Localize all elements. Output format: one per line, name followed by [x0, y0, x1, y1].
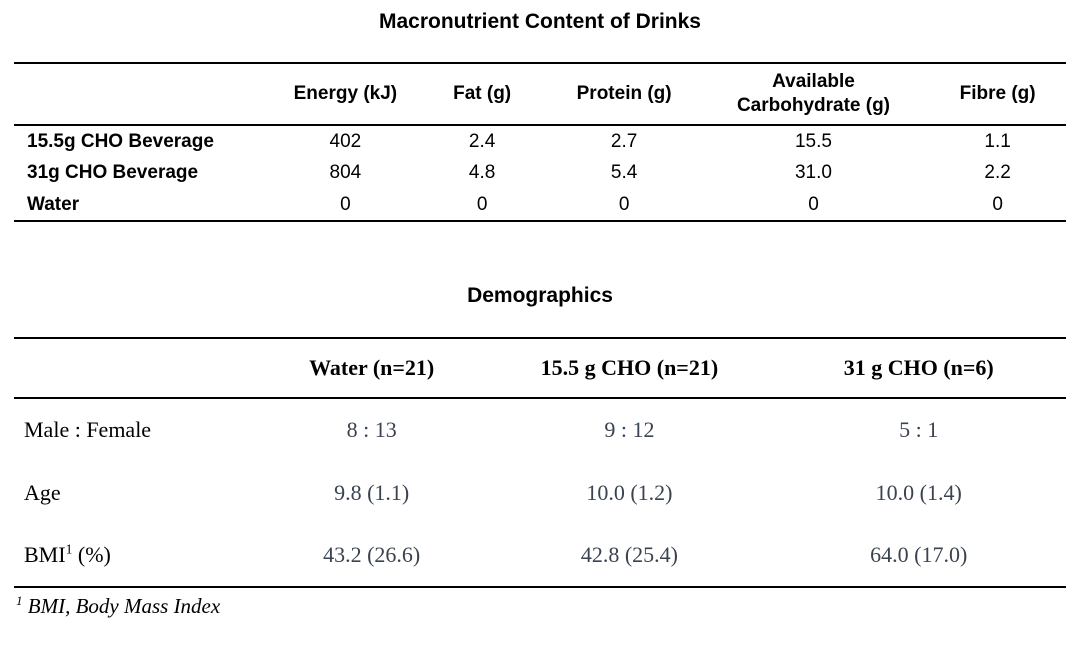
column-header-fibre: Fibre (g) [959, 82, 1036, 104]
row-label: Water [27, 193, 80, 215]
cell-value: 1.1 [984, 130, 1011, 152]
empty-header-cell [14, 63, 277, 125]
table-row: Age 9.8 (1.1) 10.0 (1.2) 10.0 (1.4) [14, 461, 1066, 524]
row-label: Age [24, 479, 61, 505]
table-row: 15.5g CHO Beverage 402 2.4 2.7 15.5 1.1 [14, 125, 1066, 157]
cell-value: 0 [618, 193, 630, 215]
cell-value: 15.5 [794, 130, 832, 152]
column-header-carbohydrate-label: Available Carbohydrate (g) [736, 70, 891, 116]
cell-value: 8 : 13 [346, 417, 397, 442]
cell-value: 0 [808, 193, 819, 215]
cell-value: 0 [340, 193, 351, 215]
cell-value: 9 : 12 [604, 417, 655, 442]
table-row: BMI1 (%) 43.2 (26.6) 42.8 (25.4) 64.0 (1… [14, 524, 1066, 587]
cell-value: 5 : 1 [899, 417, 939, 442]
row-label-bmi: BMI1 (%) [14, 524, 256, 587]
cell-value: 2.4 [468, 130, 496, 152]
row-label: 31g CHO Beverage [27, 162, 199, 183]
column-header-energy: Energy (kJ) [293, 82, 398, 104]
cell-value: 0 [992, 193, 1003, 215]
footnote-marker: 1 [16, 593, 23, 608]
macro-header-row: Energy (kJ) Fat (g) Protein (g) Availabl… [14, 63, 1066, 125]
footnote-text: BMI, Body Mass Index [22, 594, 221, 618]
cell-value: 804 [329, 162, 362, 183]
bmi-label-suffix: (%) [72, 542, 111, 567]
cell-value: 2.7 [610, 130, 638, 152]
demographics-table-title: Demographics [467, 284, 613, 307]
cell-value: 5.4 [610, 162, 638, 183]
column-header-cho-15: 15.5 g CHO (n=21) [540, 355, 719, 380]
column-header-carbohydrate: Available Carbohydrate (g) [698, 63, 929, 125]
cell-value: 43.2 (26.6) [323, 542, 421, 567]
bmi-footnote-marker: 1 [65, 541, 73, 557]
cell-value: 31.0 [794, 162, 832, 183]
column-header-cho-31: 31 g CHO (n=6) [843, 355, 994, 380]
bmi-label: BMI [24, 542, 66, 567]
cell-value: 2.2 [984, 162, 1011, 183]
cell-value: 10.0 (1.4) [875, 479, 962, 505]
table-row: Water 0 0 0 0 0 [14, 189, 1066, 221]
cell-value: 402 [329, 130, 362, 152]
table-row: 31g CHO Beverage 804 4.8 5.4 31.0 2.2 [14, 157, 1066, 189]
footnote: 1 BMI, Body Mass Index [14, 594, 1066, 619]
cell-value: 9.8 (1.1) [334, 479, 410, 505]
macronutrient-table: Energy (kJ) Fat (g) Protein (g) Availabl… [14, 62, 1066, 222]
demographics-table: Water (n=21) 15.5 g CHO (n=21) 31 g CHO … [14, 337, 1066, 588]
table-row: Male : Female 8 : 13 9 : 12 5 : 1 [14, 398, 1066, 461]
row-label: 15.5g CHO Beverage [27, 130, 214, 152]
column-header-water: Water (n=21) [309, 355, 435, 380]
column-header-protein: Protein (g) [576, 82, 672, 104]
demo-header-row: Water (n=21) 15.5 g CHO (n=21) 31 g CHO … [14, 338, 1066, 398]
cell-value: 64.0 (17.0) [870, 542, 968, 567]
macronutrient-table-title: Macronutrient Content of Drinks [378, 10, 701, 33]
cell-value: 10.0 (1.2) [586, 479, 673, 505]
cell-value: 42.8 (25.4) [580, 542, 678, 567]
cell-value: 0 [476, 193, 488, 215]
row-label: Male : Female [24, 417, 152, 442]
empty-header-cell [14, 338, 256, 398]
cell-value: 4.8 [468, 162, 496, 183]
column-header-fat: Fat (g) [453, 82, 512, 104]
